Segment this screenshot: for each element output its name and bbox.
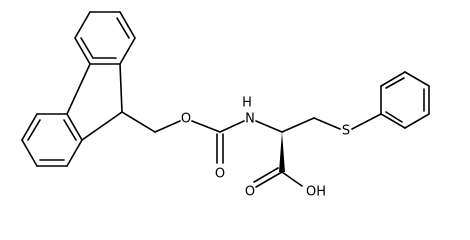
page: O O H N S O OH (() => { const data = JSO… <box>21 11 430 200</box>
atom-label: S <box>342 124 350 139</box>
structure-diagram: O O H N S O OH <box>21 11 430 200</box>
atom-label: O <box>245 185 255 200</box>
bonds <box>21 11 430 188</box>
atom-label: H <box>242 96 252 111</box>
atom-label: N <box>245 112 255 127</box>
atom-label: O <box>181 112 191 127</box>
atom-label: O <box>215 167 225 182</box>
atom-label: OH <box>306 185 326 200</box>
wedge-bond <box>279 132 285 172</box>
